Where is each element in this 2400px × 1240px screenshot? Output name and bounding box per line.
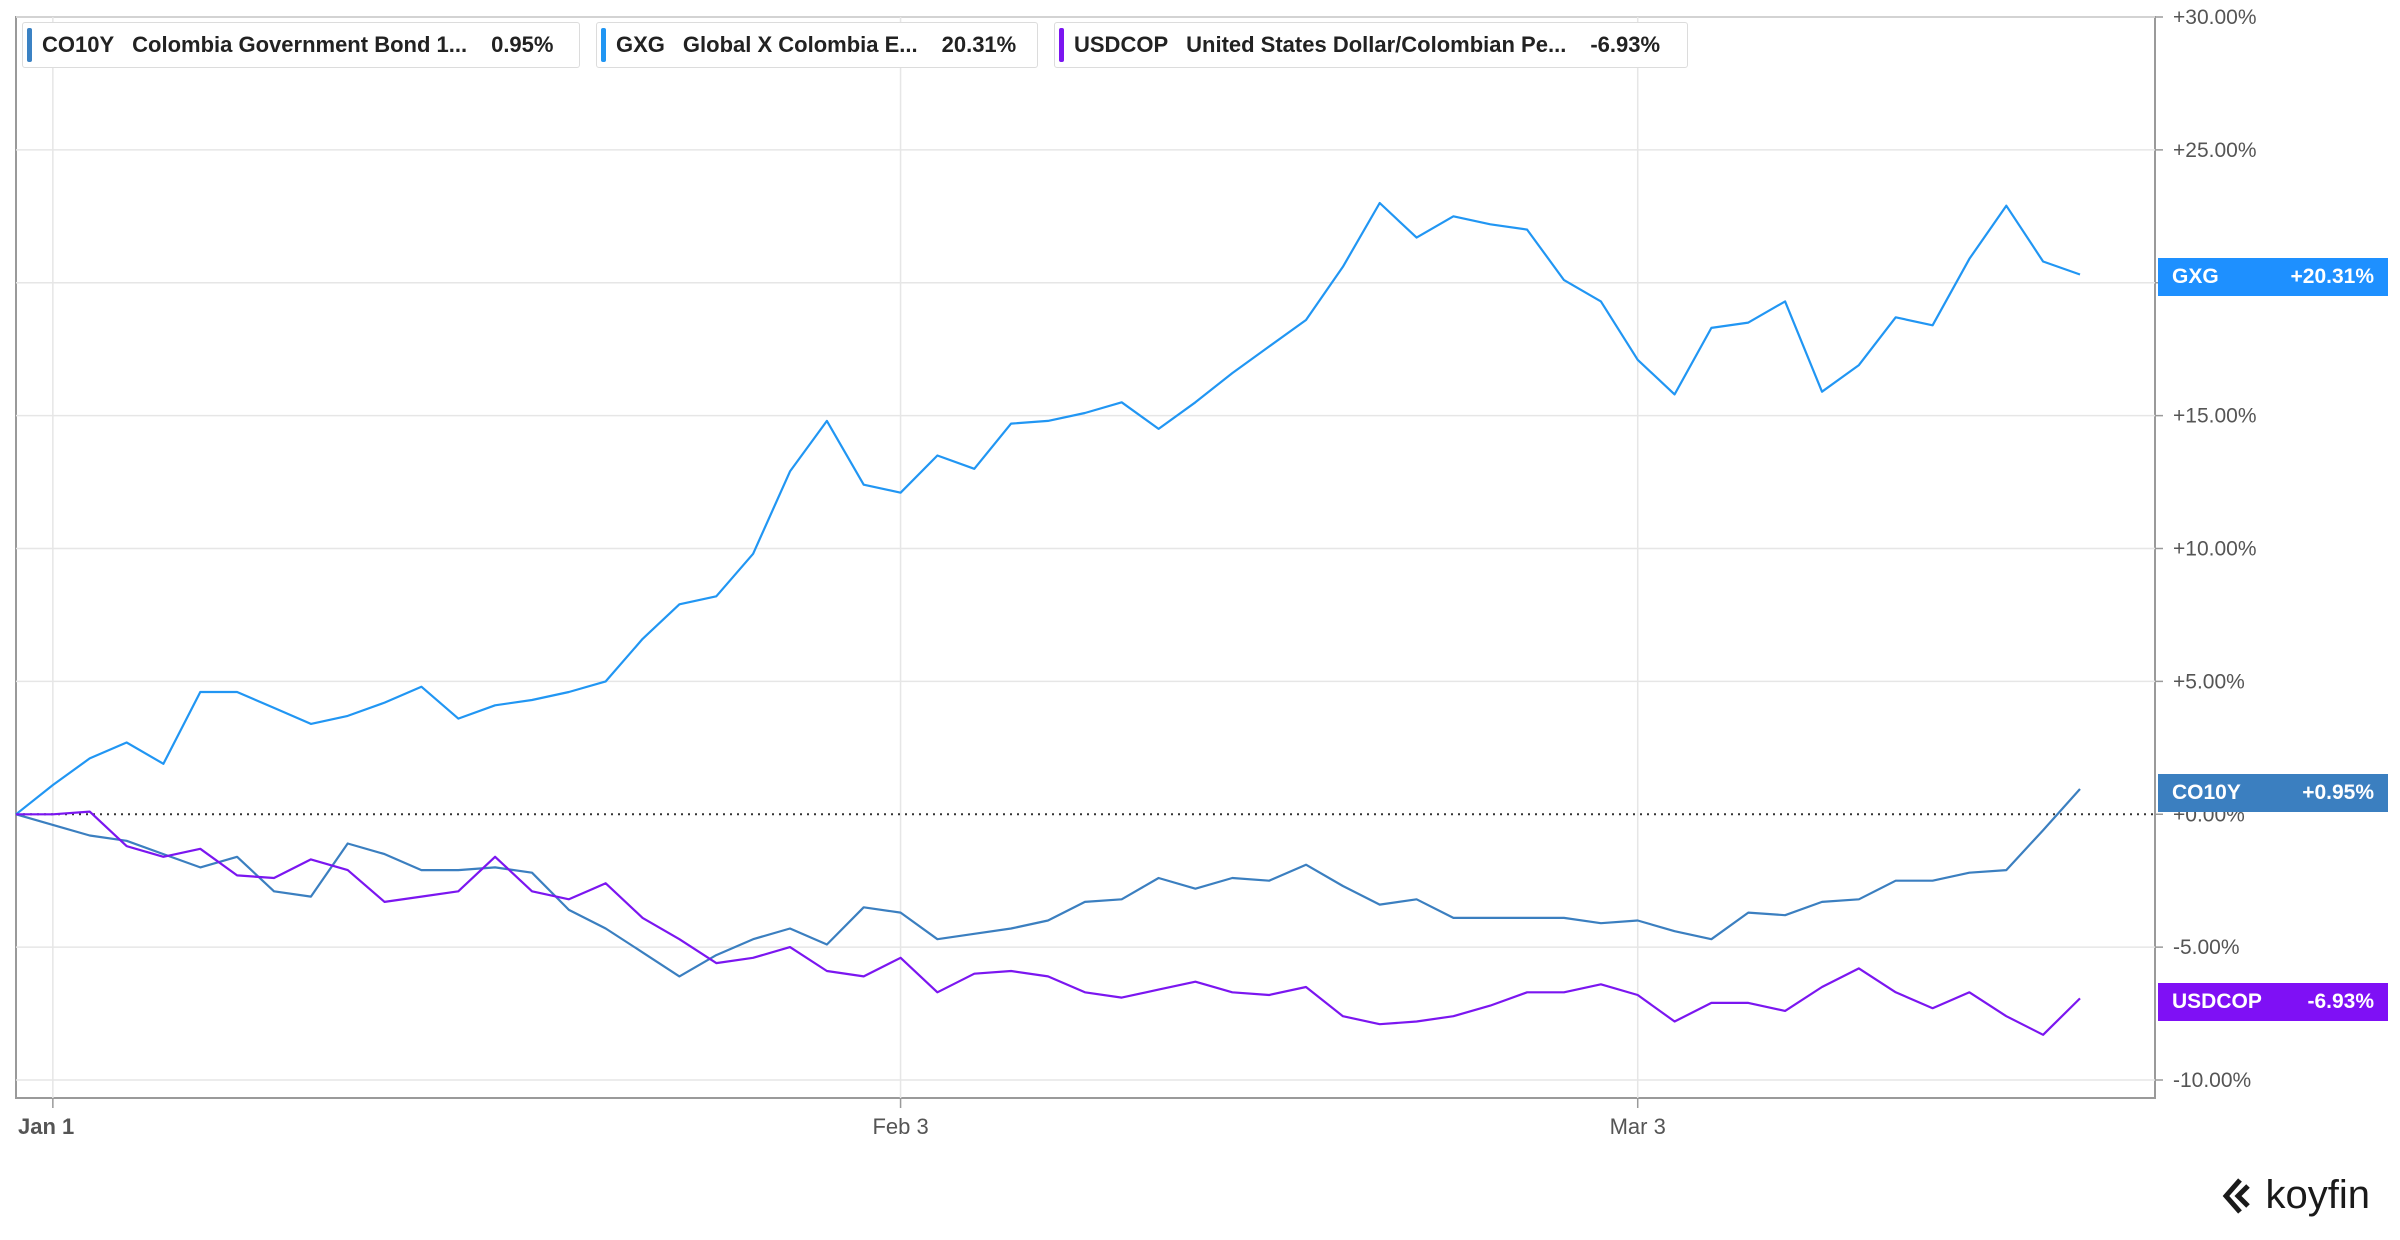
legend-value: 20.31% [941, 32, 1017, 57]
plot-frame [15, 16, 2156, 1099]
tag-symbol: GXG [2172, 265, 2219, 288]
tag-value: -6.93% [2307, 990, 2374, 1013]
y-tick-label: +10.00% [2173, 538, 2257, 561]
legend-item-co10y[interactable]: CO10Y Colombia Government Bond 1... 0.95… [22, 22, 580, 68]
price-tag-gxg: GXG +20.31% [2158, 258, 2388, 296]
legend-item-gxg[interactable]: GXG Global X Colombia E... 20.31% [596, 22, 1038, 68]
tag-symbol: USDCOP [2172, 990, 2262, 1013]
koyfin-logo-text: koyfin [2265, 1173, 2371, 1217]
legend-value: -6.93% [1590, 32, 1661, 57]
y-tick-label: -10.00% [2173, 1069, 2251, 1092]
y-tick-label: +25.00% [2173, 139, 2257, 162]
x-tick-label: Feb 3 [872, 1114, 928, 1139]
series-line-gxg [15, 201, 2081, 816]
legend-swatch [601, 28, 606, 62]
y-tick-label: -5.00% [2173, 936, 2240, 959]
x-tick-label: Jan 1 [18, 1114, 74, 1139]
y-tick-label: +15.00% [2173, 405, 2257, 428]
legend-name: United States Dollar/Colombian Pe... [1186, 32, 1567, 57]
price-tag-co10y: CO10Y +0.95% [2158, 774, 2388, 812]
tag-value: +0.95% [2302, 781, 2374, 804]
legend-name: Global X Colombia E... [682, 32, 918, 57]
tag-value: +20.31% [2290, 265, 2375, 288]
x-tick-label: Mar 3 [1610, 1114, 1666, 1139]
legend-swatch [27, 28, 32, 62]
koyfin-logo-icon [2222, 1177, 2250, 1214]
series-line-co10y [15, 788, 2081, 978]
y-tick-label: +30.00% [2173, 6, 2257, 29]
series-line-usdcop [16, 810, 2081, 1036]
legend-symbol: USDCOP [1074, 32, 1169, 57]
price-tag-usdcop: USDCOP -6.93% [2158, 983, 2388, 1021]
legend-symbol: GXG [616, 32, 665, 57]
tag-symbol: CO10Y [2172, 781, 2241, 804]
legend-symbol: CO10Y [42, 32, 115, 57]
koyfin-logo[interactable]: koyfin [2218, 1173, 2371, 1218]
legend-swatch [1059, 28, 1064, 62]
legend-value: 0.95% [491, 32, 554, 57]
legend-name: Colombia Government Bond 1... [132, 32, 468, 57]
legend-item-usdcop[interactable]: USDCOP United States Dollar/Colombian Pe… [1054, 22, 1688, 68]
y-tick-label: +5.00% [2173, 670, 2245, 693]
